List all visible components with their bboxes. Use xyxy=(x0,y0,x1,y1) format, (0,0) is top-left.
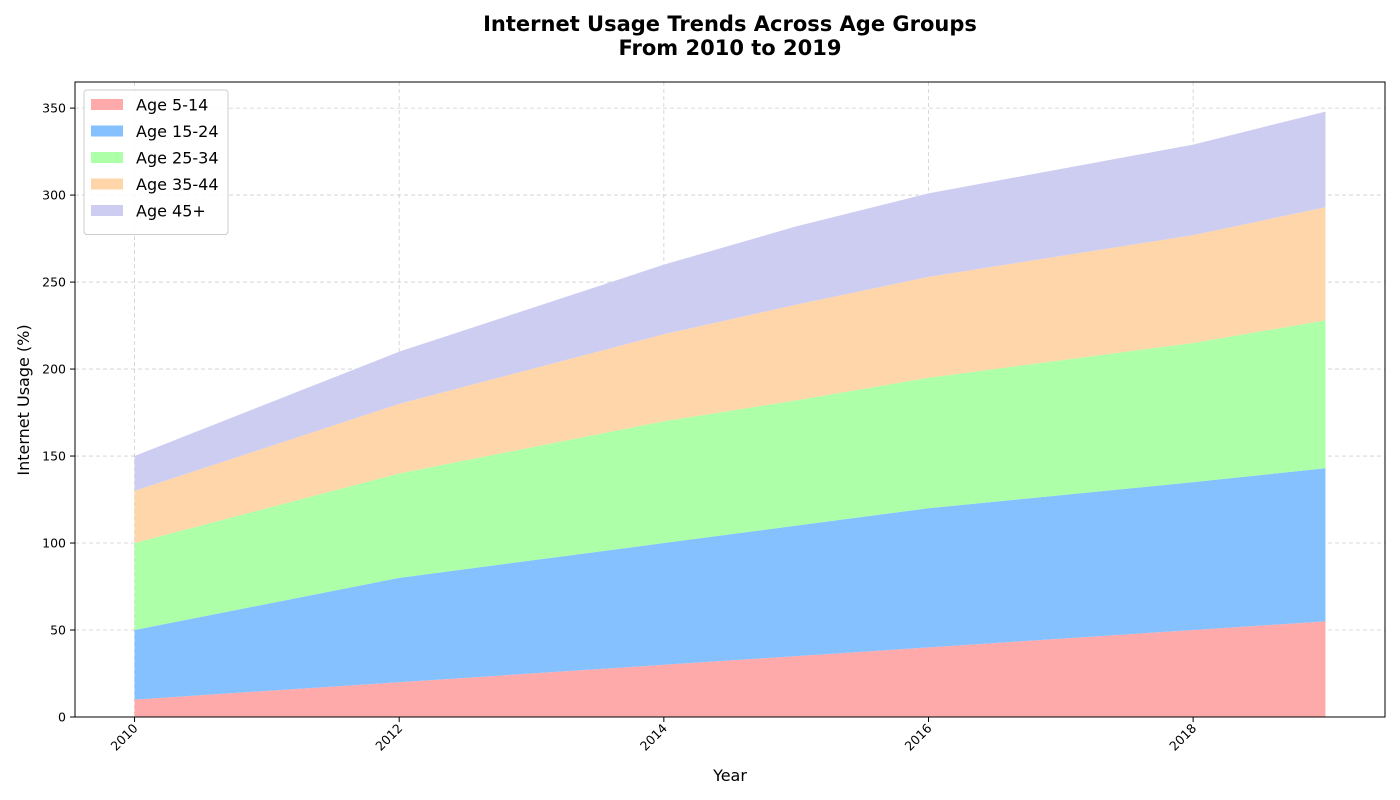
x-tick-label-2012: 2012 xyxy=(372,721,405,754)
chart-subtitle: From 2010 to 2019 xyxy=(619,36,842,60)
legend-swatch-age-25-34 xyxy=(91,152,123,163)
y-tick-label-300: 300 xyxy=(42,188,66,203)
area-series-age-25-34 xyxy=(134,320,1326,631)
y-tick-label-50: 50 xyxy=(50,623,66,638)
legend-swatch-age-5-14 xyxy=(91,99,123,110)
legend-label-age-25-34: Age 25-34 xyxy=(136,149,219,168)
x-tick-label-2010: 2010 xyxy=(108,720,141,753)
plot-areas xyxy=(134,111,1326,717)
area-series-age-15-24 xyxy=(134,468,1326,700)
legend-swatch-age-35-44 xyxy=(91,178,123,190)
legend-label-age-15-24: Age 15-24 xyxy=(136,122,219,141)
y-tick-label-100: 100 xyxy=(42,536,66,551)
x-tick-label-2016: 2016 xyxy=(902,720,935,753)
legend-label-age-5-14: Age 5-14 xyxy=(136,96,208,115)
legend-label-age-35-44: Age 35-44 xyxy=(136,175,219,194)
plot-frame xyxy=(74,81,1386,718)
y-tick-label-350: 350 xyxy=(42,101,66,116)
legend: Age 5-14 Age 15-24 Age 25-34 Age 35-44 Age 4… xyxy=(83,89,229,235)
area-series-age-35-44 xyxy=(134,207,1326,544)
area-series-age-5-14 xyxy=(134,621,1326,717)
legend-swatch-age-15-24 xyxy=(91,125,123,137)
y-tick-label-200: 200 xyxy=(42,362,66,377)
x-tick-label-2018: 2018 xyxy=(1166,720,1199,753)
y-tick-label-0: 0 xyxy=(58,710,66,725)
x-axis-label: Year xyxy=(712,766,747,785)
legend-label-age-45: Age 45+ xyxy=(136,202,206,221)
area-series-age-45 xyxy=(134,111,1326,491)
x-tick-label-2014: 2014 xyxy=(637,720,670,753)
y-axis-label: Internet Usage (%) xyxy=(14,324,33,475)
y-tick-label-250: 250 xyxy=(42,275,66,290)
chart-title: Internet Usage Trends Across Age Groups xyxy=(483,12,977,36)
y-tick-label-150: 150 xyxy=(42,449,66,464)
legend-swatch-age-45 xyxy=(91,205,123,216)
